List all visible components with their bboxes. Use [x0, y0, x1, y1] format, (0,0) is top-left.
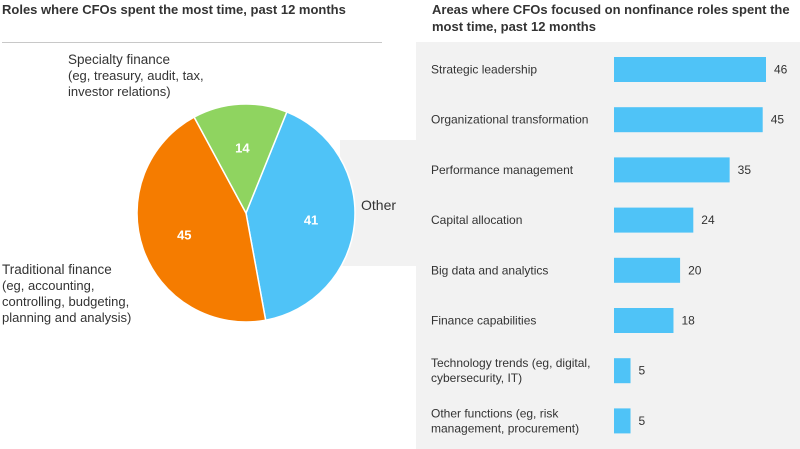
- specialty-line-1: Specialty finance: [68, 52, 171, 67]
- pie-slice-traditional-finance-value: 45: [177, 228, 191, 243]
- bar-value-label: 35: [738, 163, 752, 177]
- bar-value-label: 45: [771, 113, 785, 127]
- bar-chart-title: Areas where CFOs focused on nonfinance r…: [432, 2, 790, 34]
- other-label: Other: [361, 197, 397, 213]
- specialty-finance-label: Specialty finance (eg, treasury, audit, …: [68, 52, 204, 100]
- bar: [614, 358, 631, 384]
- bar-category-label: Performance management: [431, 163, 574, 177]
- bar-category-label: management, procurement): [431, 421, 579, 435]
- bar-value-label: 24: [701, 213, 715, 227]
- bar-value-label: 18: [681, 314, 695, 328]
- bar-category-label: Technology trends (eg, digital,: [431, 356, 590, 370]
- bar: [614, 207, 694, 233]
- bar-category-label: Big data and analytics: [431, 263, 548, 277]
- bar: [614, 408, 631, 434]
- specialty-line-3: investor relations): [68, 84, 171, 99]
- pie-chart: 41 45 14: [136, 103, 356, 323]
- traditional-line-1: Traditional finance: [2, 262, 112, 277]
- bar-category-label: Organizational transformation: [431, 113, 588, 127]
- pie-slice-specialty-finance: [193, 103, 288, 215]
- pie-chart-title: Roles where CFOs spent the most time, pa…: [2, 2, 346, 17]
- title-divider: [2, 42, 382, 43]
- bar: [614, 57, 766, 82]
- pie-slice-other-value: 41: [304, 213, 318, 228]
- bar-value-label: 5: [639, 414, 646, 428]
- bar-value-label: 46: [774, 63, 788, 77]
- traditional-line-3: controlling, budgeting,: [2, 294, 130, 309]
- bar-category-label: Capital allocation: [431, 213, 522, 227]
- pie-slice-specialty-finance-value: 14: [235, 141, 250, 156]
- pie-slice-traditional-finance: [136, 116, 267, 323]
- bar-category-label: Strategic leadership: [431, 63, 537, 77]
- bar-category-label: Finance capabilities: [431, 314, 536, 328]
- traditional-line-4: planning and analysis): [2, 310, 132, 325]
- bar: [614, 308, 674, 333]
- pie-slice-other: [245, 110, 356, 322]
- traditional-finance-label: Traditional finance (eg, accounting, con…: [2, 262, 131, 326]
- bar: [614, 107, 763, 133]
- bar-category-label: cybersecurity, IT): [431, 371, 522, 385]
- bar-chart: Strategic leadership 46 Organizational tra…: [431, 57, 788, 435]
- traditional-line-2: (eg, accounting,: [2, 278, 95, 293]
- bar-value-label: 5: [639, 364, 646, 378]
- highlight-panel-shape: [340, 42, 800, 449]
- bar-category-label: Other functions (eg, risk: [431, 406, 559, 420]
- bar: [614, 157, 730, 183]
- bar-value-label: 20: [688, 263, 702, 277]
- bar: [614, 257, 681, 283]
- specialty-line-2: (eg, treasury, audit, tax,: [68, 68, 204, 83]
